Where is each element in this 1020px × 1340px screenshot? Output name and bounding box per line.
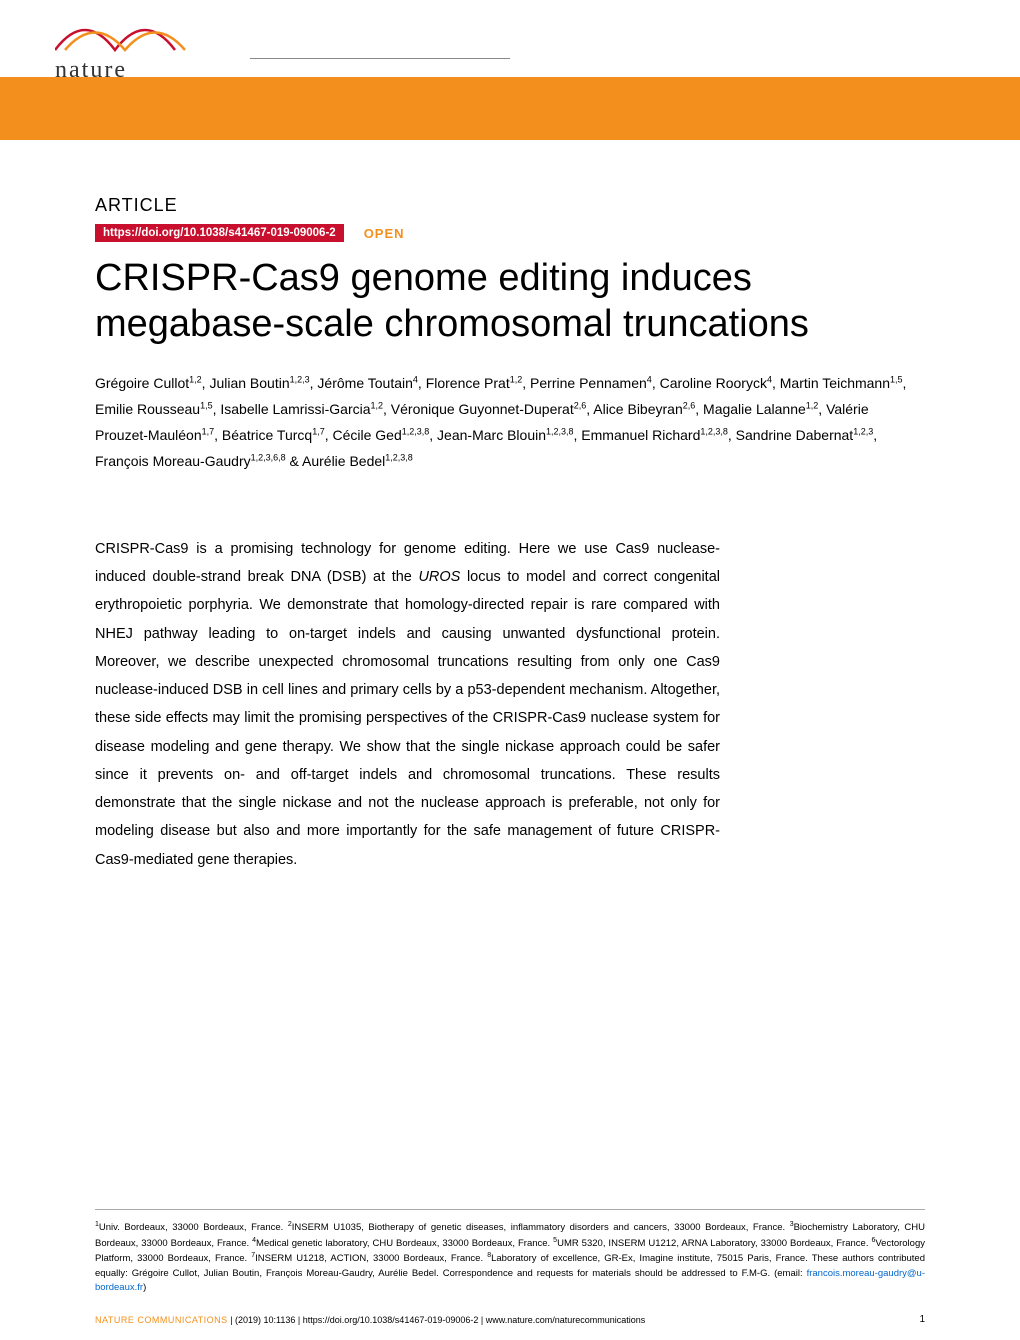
article-title: CRISPR-Cas9 genome editing induces megab…	[95, 256, 925, 347]
affiliations: 1Univ. Bordeaux, 33000 Bordeaux, France.…	[95, 1220, 925, 1295]
page-footer: NATURE COMMUNICATIONS | (2019) 10:1136 |…	[95, 1314, 925, 1325]
footer-rule	[95, 1209, 925, 1210]
banner-rule	[250, 58, 510, 59]
abstract-text: CRISPR-Cas9 is a promising technology fo…	[95, 535, 720, 874]
page-number: 1	[919, 1314, 925, 1325]
footer-citation: | (2019) 10:1136 | https://doi.org/10.10…	[230, 1315, 645, 1325]
open-access-label: OPEN	[364, 226, 405, 241]
journal-banner: nature COMMUNICATIONS	[0, 0, 1020, 140]
doi-row: https://doi.org/10.1038/s41467-019-09006…	[95, 224, 925, 242]
journal-logo: nature COMMUNICATIONS	[55, 57, 1020, 101]
article-type-label: ARTICLE	[95, 195, 925, 216]
author-list: Grégoire Cullot1,2, Julian Boutin1,2,3, …	[95, 371, 925, 475]
doi-badge[interactable]: https://doi.org/10.1038/s41467-019-09006…	[95, 224, 344, 242]
article-content: ARTICLE https://doi.org/10.1038/s41467-0…	[0, 140, 1020, 874]
logo-curves-icon	[55, 15, 235, 55]
logo-line2: COMMUNICATIONS	[55, 80, 1020, 101]
footer-journal: NATURE COMMUNICATIONS	[95, 1315, 228, 1325]
